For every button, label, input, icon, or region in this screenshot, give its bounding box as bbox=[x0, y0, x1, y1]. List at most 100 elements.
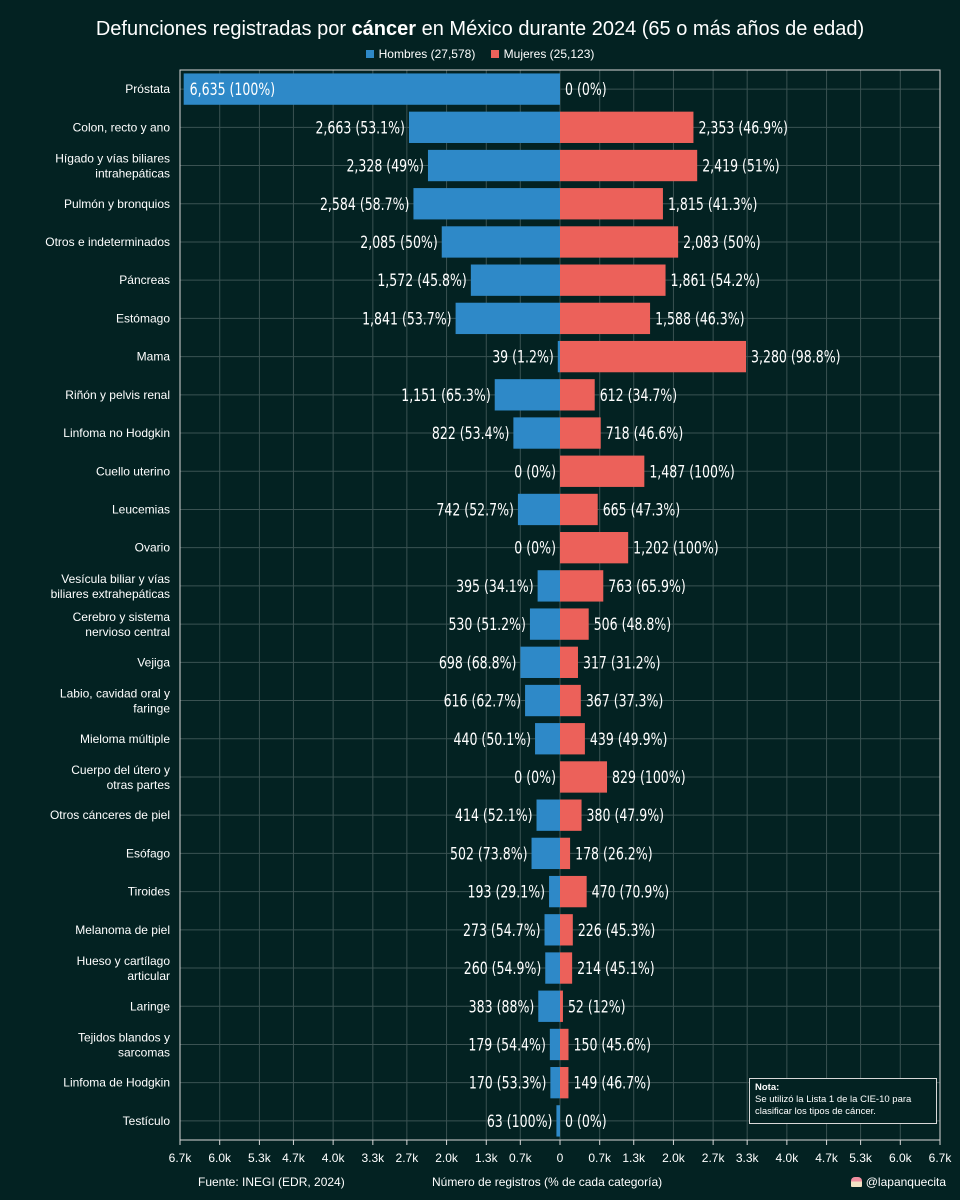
label-women: 1,588 (46.3%) bbox=[655, 309, 745, 329]
label-women: 506 (48.8%) bbox=[594, 615, 672, 635]
note-box: Nota: Se utilizó la Lista 1 de la CIE-10… bbox=[749, 1078, 937, 1124]
bar-women bbox=[560, 379, 595, 411]
bar-women bbox=[560, 111, 694, 143]
category-label-line: intrahepáticas bbox=[95, 167, 170, 181]
tick-label: 3.3k bbox=[361, 1151, 385, 1165]
category-label: Ovario bbox=[135, 541, 171, 555]
label-men: 2,584 (58.7%) bbox=[320, 195, 410, 215]
label-women: 178 (26.2%) bbox=[575, 844, 653, 864]
tick-label: 1.3k bbox=[622, 1151, 646, 1165]
legend-women: Mujeres (25,123) bbox=[490, 47, 594, 61]
category-label: Vejiga bbox=[137, 655, 170, 669]
category-label: Colon, recto y ano bbox=[73, 120, 171, 134]
tick-label: 2.0k bbox=[662, 1151, 686, 1165]
label-men: 440 (50.1%) bbox=[454, 730, 532, 750]
bar-women bbox=[560, 761, 608, 793]
tick-label: 6.0k bbox=[889, 1151, 913, 1165]
label-men: 170 (53.3%) bbox=[469, 1074, 547, 1094]
label-women: 2,419 (51%) bbox=[702, 157, 780, 177]
bar-men bbox=[549, 1028, 560, 1061]
bar-men bbox=[517, 493, 560, 526]
bar-women bbox=[560, 570, 604, 602]
category-label: Mieloma múltiple bbox=[80, 732, 170, 746]
bar-men bbox=[550, 1067, 560, 1099]
bar-men bbox=[408, 111, 560, 143]
category-label-line: Cuerpo del útero y bbox=[71, 763, 170, 777]
bar-women bbox=[560, 226, 679, 258]
bar-women bbox=[560, 455, 645, 487]
source-text: Fuente: INEGI (EDR, 2024) bbox=[198, 1175, 345, 1189]
label-women: 367 (37.3%) bbox=[586, 692, 664, 712]
category-label: Estómago bbox=[116, 311, 170, 325]
category-label: Otros e indeterminados bbox=[45, 235, 170, 249]
label-men: 383 (88%) bbox=[469, 997, 535, 1017]
bar-men bbox=[494, 379, 560, 411]
bar-women bbox=[560, 684, 581, 717]
bar-men bbox=[557, 340, 560, 373]
label-men: 2,663 (53.1%) bbox=[315, 118, 405, 138]
bar-women bbox=[560, 914, 573, 946]
bar-men bbox=[441, 226, 560, 258]
category-label: Hueso y cartílago articular bbox=[77, 954, 171, 983]
label-women: 2,353 (46.9%) bbox=[698, 118, 788, 138]
bar-men bbox=[455, 302, 560, 335]
category-label: Mama bbox=[137, 350, 171, 364]
category-label: Hígado y vías biliares intrahepáticas bbox=[55, 152, 170, 181]
bar-women bbox=[560, 532, 629, 564]
label-women: 829 (100%) bbox=[612, 768, 686, 788]
category-label-line: sarcomas bbox=[118, 1045, 170, 1059]
tick-label: 4.7k bbox=[815, 1151, 839, 1165]
bar-women bbox=[560, 493, 598, 526]
label-men: 742 (52.7%) bbox=[436, 500, 514, 520]
legend: Hombres (27,578) Mujeres (25,123) bbox=[0, 47, 960, 61]
label-men: 414 (52.1%) bbox=[455, 806, 533, 826]
bar-women bbox=[560, 264, 666, 296]
x-axis-label: Número de registros (% de cada categoría… bbox=[432, 1175, 663, 1189]
label-men: 0 (0%) bbox=[514, 462, 556, 482]
category-label-line: Cerebro y sistema bbox=[73, 610, 171, 624]
tick-label: 1.3k bbox=[475, 1151, 499, 1165]
bar-men bbox=[513, 417, 560, 449]
tick-label: 5.3k bbox=[849, 1151, 873, 1165]
label-men: 1,151 (65.3%) bbox=[401, 386, 491, 406]
bar-men bbox=[427, 149, 560, 182]
bar-men bbox=[549, 875, 560, 908]
note-title: Nota: bbox=[755, 1082, 780, 1093]
chart-title: Defunciones registradas por cáncer en Mé… bbox=[95, 18, 865, 40]
label-men: 1,572 (45.8%) bbox=[377, 271, 467, 291]
category-label: Esófago bbox=[126, 846, 170, 860]
bar-women bbox=[560, 608, 589, 640]
label-women: 439 (49.9%) bbox=[590, 730, 668, 750]
label-women: 470 (70.9%) bbox=[592, 883, 670, 903]
bar-women bbox=[560, 302, 651, 335]
category-label: Linfoma de Hodgkin bbox=[63, 1076, 170, 1090]
tick-label: 0.7k bbox=[509, 1151, 533, 1165]
label-women: 718 (46.6%) bbox=[606, 424, 684, 444]
category-label-line: Vesícula biliar y vías bbox=[61, 572, 170, 586]
label-men: 273 (54.7%) bbox=[463, 921, 541, 941]
category-label-line: Hueso y cartílago bbox=[77, 954, 171, 968]
tick-label: 0 bbox=[557, 1151, 564, 1165]
category-label: Pulmón y bronquios bbox=[64, 197, 170, 211]
label-men: 0 (0%) bbox=[514, 539, 556, 559]
label-men: 2,328 (49%) bbox=[346, 157, 424, 177]
category-label: Labio, cavidad oral y faringe bbox=[60, 687, 170, 716]
bar-men bbox=[545, 952, 560, 984]
label-men: 6,635 (100%) bbox=[190, 80, 276, 100]
label-men: 698 (68.8%) bbox=[439, 653, 517, 673]
bar-women bbox=[560, 990, 563, 1022]
tick-label: 4.0k bbox=[322, 1151, 346, 1165]
label-men: 63 (100%) bbox=[487, 1112, 553, 1132]
cake-icon bbox=[850, 1177, 862, 1187]
plot-frame bbox=[179, 69, 941, 1141]
bar-men bbox=[544, 914, 560, 946]
label-women: 317 (31.2%) bbox=[583, 653, 661, 673]
bar-men bbox=[535, 723, 560, 755]
label-women: 214 (45.1%) bbox=[577, 959, 655, 979]
label-men: 530 (51.2%) bbox=[448, 615, 526, 635]
category-label-line: Tejidos blandos y bbox=[78, 1030, 170, 1044]
category-label-line: Hígado y vías biliares bbox=[55, 152, 170, 166]
category-label: Riñón y pelvis renal bbox=[65, 388, 170, 402]
tick-label: 6.7k bbox=[929, 1151, 953, 1165]
